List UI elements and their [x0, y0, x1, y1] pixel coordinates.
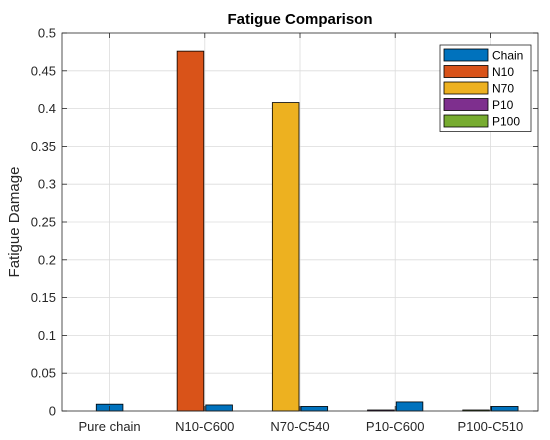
- y-axis-label: Fatigue Damage: [6, 167, 23, 278]
- bar-chain-p100-c510: [490, 406, 519, 412]
- y-tick-label: 0.4: [38, 101, 56, 116]
- y-tick-label: 0.15: [31, 290, 56, 305]
- x-tick-label: Pure chain: [79, 419, 141, 434]
- y-tick-label: 0.5: [38, 26, 56, 41]
- bar-chain-n70-c540: [300, 406, 329, 412]
- legend-swatch: [443, 98, 489, 111]
- y-tick-label: 0.1: [38, 328, 56, 343]
- bars: [95, 50, 519, 412]
- y-tick-label: 0: [49, 404, 56, 419]
- y-tick-label: 0.35: [31, 139, 56, 154]
- bar-chain-p10-c600: [395, 401, 424, 412]
- y-tick-label: 0.2: [38, 252, 56, 267]
- chart-title: Fatigue Comparison: [227, 11, 372, 28]
- y-tick-label: 0.45: [31, 63, 56, 78]
- bar-n70-n70-c540: [271, 102, 300, 412]
- legend-label: N70: [492, 82, 514, 96]
- legend-swatch: [443, 114, 489, 128]
- legend-label: Chain: [492, 49, 523, 63]
- x-tick-label: N10-C600: [175, 419, 234, 434]
- x-tick-label: N70-C540: [270, 419, 329, 434]
- legend: Chain N10 N70 P10 P100: [439, 44, 532, 132]
- legend-swatch: [443, 81, 489, 95]
- x-axis-ticks: Pure chain N10-C600 N70-C540 P10-C600 P100-C…: [79, 33, 524, 434]
- bar-chain-n10-c600: [205, 404, 233, 412]
- bar-n10-n10-c600: [176, 50, 205, 412]
- y-axis-ticks: 0 0.05 0.1 0.15 0.2 0.25 0.3 0.35 0.4 0.45 0.5: [31, 26, 538, 419]
- legend-swatch: [443, 65, 489, 78]
- x-tick-label: P100-C510: [458, 419, 524, 434]
- legend-label: P100: [492, 115, 520, 129]
- y-tick-label: 0.25: [31, 215, 56, 230]
- legend-label: N10: [492, 65, 514, 79]
- legend-label: P10: [492, 98, 514, 112]
- y-tick-label: 0.05: [31, 366, 56, 381]
- legend-swatch: [443, 48, 489, 62]
- y-tick-label: 0.3: [38, 177, 56, 192]
- x-tick-label: P10-C600: [366, 419, 425, 434]
